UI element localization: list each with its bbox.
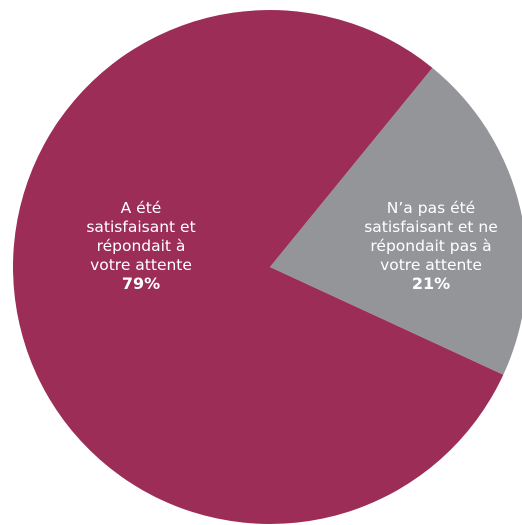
slice-value-1: 79% (122, 274, 160, 293)
pie-slice-1 (12, 9, 504, 524)
pie-slice-2 (270, 67, 522, 375)
slice-label-2: N’a pas été satisfaisant et ne répondait p… (364, 199, 498, 274)
slice-label-1: A été satisfaisant et répondait à votre att… (86, 199, 195, 274)
slice-value-2: 21% (412, 274, 450, 293)
